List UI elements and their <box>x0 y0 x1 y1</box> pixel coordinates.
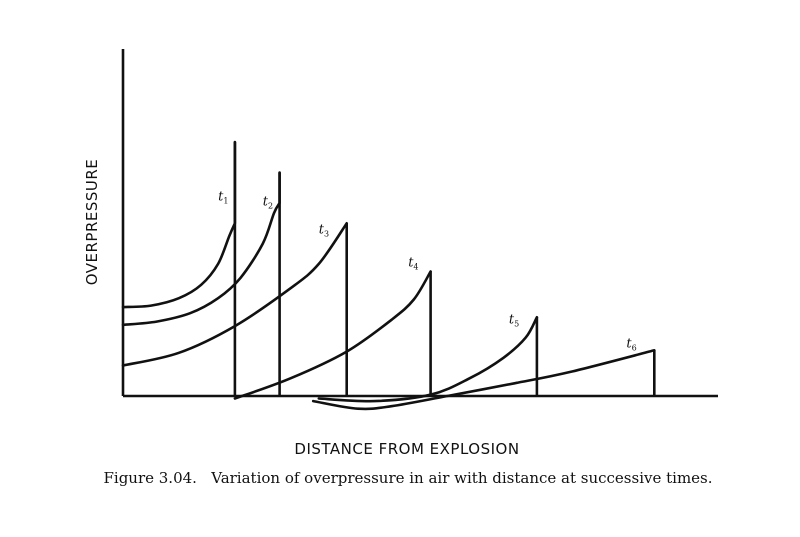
series-1-label: t1 <box>218 189 228 205</box>
series-layer: t1 t2 t3 t4 t5 t6 <box>121 140 656 411</box>
x-axis-label: DISTANCE FROM EXPLOSION <box>294 440 519 458</box>
series-6: t6 <box>311 337 656 411</box>
series-2-label: t2 <box>263 195 273 211</box>
figure-caption: Figure 3.04. Variation of overpressure i… <box>103 469 712 487</box>
series-6-label: t6 <box>626 337 636 353</box>
series-4-curve <box>233 270 432 400</box>
y-axis-label: OVERPRESSURE <box>83 159 101 286</box>
series-4-label: t4 <box>408 256 418 272</box>
series-3: t3 <box>121 222 349 396</box>
series-1-curve <box>121 140 237 309</box>
series-4: t4 <box>233 256 432 400</box>
series-2-curve <box>121 171 281 327</box>
series-3-curve <box>121 222 348 367</box>
series-6-curve <box>311 349 656 411</box>
series-5-label: t5 <box>509 313 519 329</box>
series-5: t5 <box>317 313 539 403</box>
series-3-label: t3 <box>319 222 329 238</box>
series-5-curve <box>317 316 539 403</box>
series-1: t1 <box>121 140 237 396</box>
series-2: t2 <box>121 171 281 396</box>
